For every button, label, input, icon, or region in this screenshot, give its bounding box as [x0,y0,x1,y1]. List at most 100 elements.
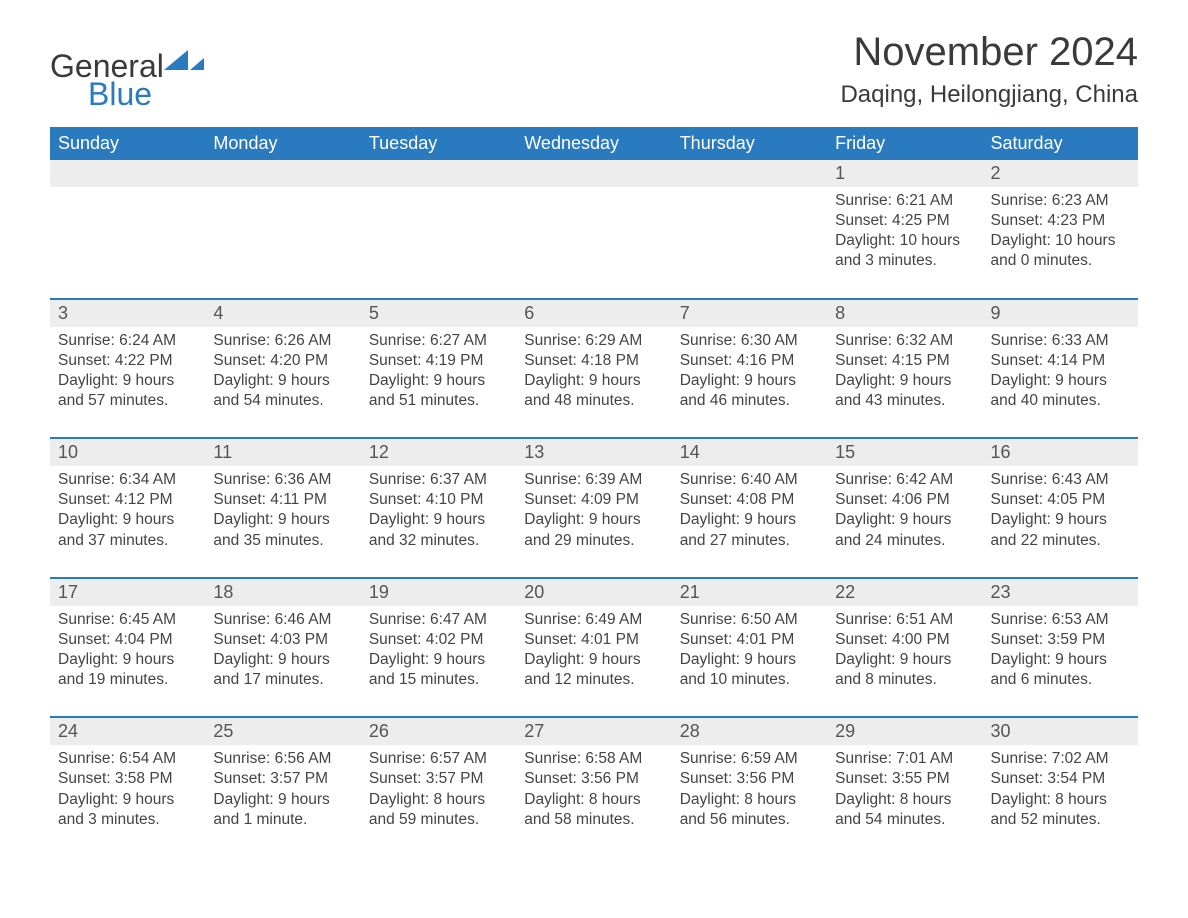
daylight-line2: and 37 minutes. [58,531,197,551]
sunrise-text: Sunrise: 6:43 AM [991,470,1130,490]
day-26: Sunrise: 6:57 AMSunset: 3:57 PMDaylight:… [361,745,516,830]
daylight-line2: and 3 minutes. [835,251,974,271]
day-number: 10 [50,439,205,466]
sunrise-text: Sunrise: 6:56 AM [213,749,352,769]
day-number: 9 [983,300,1138,327]
sunrise-text: Sunrise: 6:54 AM [58,749,197,769]
sunset-text: Sunset: 4:01 PM [524,630,663,650]
sunset-text: Sunset: 4:12 PM [58,490,197,510]
header: General Blue November 2024 Daqing, Heilo… [50,30,1138,119]
day-23: Sunrise: 6:53 AMSunset: 3:59 PMDaylight:… [983,606,1138,691]
daylight-line1: Daylight: 9 hours [58,650,197,670]
day-number [205,160,360,187]
sunset-text: Sunset: 4:09 PM [524,490,663,510]
sunrise-text: Sunrise: 6:34 AM [58,470,197,490]
day-7: Sunrise: 6:30 AMSunset: 4:16 PMDaylight:… [672,327,827,412]
day-number: 25 [205,718,360,745]
daylight-line1: Daylight: 9 hours [213,790,352,810]
sunset-text: Sunset: 3:59 PM [991,630,1130,650]
sunset-text: Sunset: 3:56 PM [680,769,819,789]
daylight-line1: Daylight: 9 hours [680,510,819,530]
sunset-text: Sunset: 4:23 PM [991,211,1130,231]
day-number: 6 [516,300,671,327]
weekday-sunday: Sunday [50,127,205,160]
daylight-line2: and 24 minutes. [835,531,974,551]
daylight-line1: Daylight: 9 hours [680,650,819,670]
day-14: Sunrise: 6:40 AMSunset: 4:08 PMDaylight:… [672,466,827,551]
weeks-container: 12Sunrise: 6:21 AMSunset: 4:25 PMDayligh… [50,160,1138,856]
weekday-monday: Monday [205,127,360,160]
week-body: Sunrise: 6:21 AMSunset: 4:25 PMDaylight:… [50,187,1138,298]
weekday-wednesday: Wednesday [516,127,671,160]
day-number: 5 [361,300,516,327]
daylight-line2: and 22 minutes. [991,531,1130,551]
calendar: SundayMondayTuesdayWednesdayThursdayFrid… [50,127,1138,856]
daylight-line2: and 43 minutes. [835,391,974,411]
day-number: 19 [361,579,516,606]
sunrise-text: Sunrise: 6:50 AM [680,610,819,630]
daylight-line1: Daylight: 9 hours [369,650,508,670]
daynum-strip: 10111213141516 [50,437,1138,466]
daylight-line1: Daylight: 9 hours [835,510,974,530]
week-body: Sunrise: 6:24 AMSunset: 4:22 PMDaylight:… [50,327,1138,438]
day-number: 4 [205,300,360,327]
sunrise-text: Sunrise: 6:51 AM [835,610,974,630]
sunrise-text: Sunrise: 7:01 AM [835,749,974,769]
sunrise-text: Sunrise: 6:42 AM [835,470,974,490]
sunrise-text: Sunrise: 6:39 AM [524,470,663,490]
week-5: 24252627282930Sunrise: 6:54 AMSunset: 3:… [50,716,1138,856]
daylight-line1: Daylight: 9 hours [991,510,1130,530]
day-18: Sunrise: 6:46 AMSunset: 4:03 PMDaylight:… [205,606,360,691]
daylight-line2: and 19 minutes. [58,670,197,690]
day-2: Sunrise: 6:23 AMSunset: 4:23 PMDaylight:… [983,187,1138,272]
day-16: Sunrise: 6:43 AMSunset: 4:05 PMDaylight:… [983,466,1138,551]
daylight-line1: Daylight: 9 hours [524,510,663,530]
sunrise-text: Sunrise: 7:02 AM [991,749,1130,769]
sunset-text: Sunset: 3:57 PM [213,769,352,789]
day-5: Sunrise: 6:27 AMSunset: 4:19 PMDaylight:… [361,327,516,412]
sunrise-text: Sunrise: 6:26 AM [213,331,352,351]
day-10: Sunrise: 6:34 AMSunset: 4:12 PMDaylight:… [50,466,205,551]
daylight-line2: and 48 minutes. [524,391,663,411]
empty-day [205,187,360,272]
daylight-line1: Daylight: 9 hours [524,371,663,391]
day-number: 23 [983,579,1138,606]
daylight-line2: and 52 minutes. [991,810,1130,830]
sunset-text: Sunset: 4:01 PM [680,630,819,650]
day-27: Sunrise: 6:58 AMSunset: 3:56 PMDaylight:… [516,745,671,830]
day-20: Sunrise: 6:49 AMSunset: 4:01 PMDaylight:… [516,606,671,691]
sunset-text: Sunset: 4:25 PM [835,211,974,231]
weekday-header: SundayMondayTuesdayWednesdayThursdayFrid… [50,127,1138,160]
daylight-line2: and 54 minutes. [213,391,352,411]
sunset-text: Sunset: 3:55 PM [835,769,974,789]
day-3: Sunrise: 6:24 AMSunset: 4:22 PMDaylight:… [50,327,205,412]
daylight-line1: Daylight: 9 hours [58,790,197,810]
daylight-line2: and 6 minutes. [991,670,1130,690]
week-body: Sunrise: 6:54 AMSunset: 3:58 PMDaylight:… [50,745,1138,856]
week-2: 3456789Sunrise: 6:24 AMSunset: 4:22 PMDa… [50,298,1138,438]
daylight-line2: and 8 minutes. [835,670,974,690]
weekday-thursday: Thursday [672,127,827,160]
day-21: Sunrise: 6:50 AMSunset: 4:01 PMDaylight:… [672,606,827,691]
sunset-text: Sunset: 3:58 PM [58,769,197,789]
week-1: 12Sunrise: 6:21 AMSunset: 4:25 PMDayligh… [50,160,1138,298]
day-number: 11 [205,439,360,466]
daylight-line1: Daylight: 9 hours [835,650,974,670]
daylight-line2: and 27 minutes. [680,531,819,551]
day-15: Sunrise: 6:42 AMSunset: 4:06 PMDaylight:… [827,466,982,551]
daylight-line2: and 3 minutes. [58,810,197,830]
week-body: Sunrise: 6:34 AMSunset: 4:12 PM Daylight:… [50,466,1138,577]
day-30: Sunrise: 7:02 AMSunset: 3:54 PMDaylight:… [983,745,1138,830]
weekday-saturday: Saturday [983,127,1138,160]
daylight-line1: Daylight: 9 hours [991,371,1130,391]
daylight-line1: Daylight: 9 hours [213,510,352,530]
sunset-text: Sunset: 4:02 PM [369,630,508,650]
daylight-line2: and 56 minutes. [680,810,819,830]
day-number [50,160,205,187]
daylight-line1: Daylight: 9 hours [213,650,352,670]
day-number: 24 [50,718,205,745]
sunset-text: Sunset: 4:19 PM [369,351,508,371]
day-number: 20 [516,579,671,606]
daylight-line1: Daylight: 9 hours [835,371,974,391]
empty-day [361,187,516,272]
